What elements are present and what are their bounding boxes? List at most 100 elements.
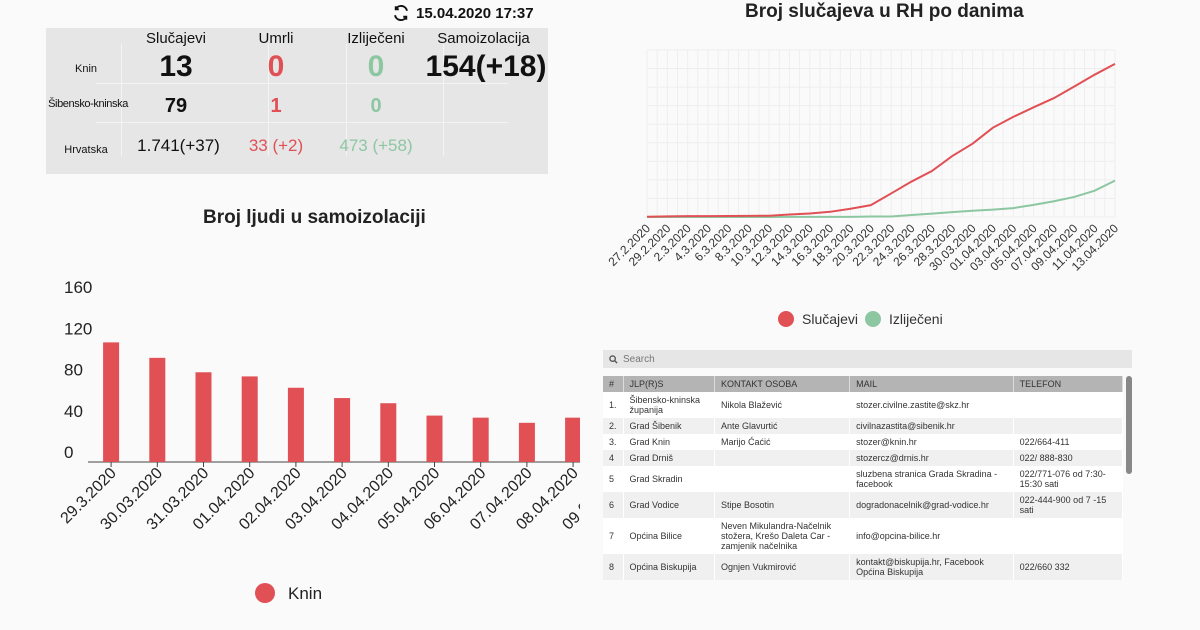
table-cell: 3.	[603, 434, 624, 450]
y-tick-label: 120	[64, 319, 92, 338]
table-row: 4 Grad Drniš stozercz@drnis.hr 022/ 888-830	[603, 450, 1124, 466]
table-cell: 8	[603, 554, 624, 580]
bar	[103, 342, 120, 462]
row-label-county: Šibensko-kninska	[48, 98, 128, 110]
table-row: 6 Grad Vodice Stipe Bosotin dogradonacelnik…	[603, 492, 1124, 518]
table-cell: Ante Glavurtić	[714, 418, 851, 434]
table-cell: 4	[603, 450, 624, 466]
table-cell	[714, 466, 851, 492]
knin-isolation: 154(+18)	[425, 50, 547, 83]
table-cell: 7	[603, 518, 624, 554]
table-cell: Šibensko-kninska županija	[623, 392, 716, 418]
table-cell: 022/771-076 od 7:30-15:30 sati	[1013, 466, 1124, 492]
table-cell: 022/660 332	[1013, 554, 1124, 580]
table-cell: Grad Šibenik	[623, 418, 716, 434]
update-timestamp: 15.04.2020 17:37	[416, 4, 534, 22]
table-row: 2. Grad Šibenik Ante Glavurtić civilnazasti…	[603, 418, 1124, 434]
table-cell: 2.	[603, 418, 624, 434]
bar	[518, 422, 535, 462]
row-label-knin: Knin	[74, 63, 98, 75]
series-line-recovered	[647, 179, 1116, 218]
table-cell: stozer.civilne.zastite@skz.hr	[849, 392, 1014, 418]
county-recovered: 0	[370, 95, 382, 117]
bar	[334, 398, 351, 462]
table-row: 5 Grad Skradin sluzbena stranica Grada Skr…	[603, 466, 1124, 492]
knin-recovered: 0	[367, 50, 385, 83]
table-cell: civilnazastita@sibenik.hr	[849, 418, 1014, 434]
table-cell: kontakt@biskupija.hr, Facebook Općina Bi…	[849, 554, 1014, 580]
bar	[380, 403, 397, 462]
y-tick-label: 80	[64, 361, 83, 380]
table-cell: 1.	[603, 392, 624, 418]
y-tick-label: 160	[64, 278, 92, 297]
table-cell: Općina Biskupija	[623, 554, 716, 580]
row-label-croatia: Hrvatska	[64, 144, 108, 156]
table-cell	[1013, 418, 1124, 434]
table-row: 8 Općina Biskupija Ognjen Vukmirović kontak…	[603, 554, 1124, 580]
bar	[472, 417, 489, 462]
column-header[interactable]: #	[603, 376, 624, 392]
table-row: 7 Općina Bilice Neven Mikulandra-Načelnik …	[603, 518, 1124, 554]
table-cell: dogradonacelnik@grad-vodice.hr	[849, 492, 1014, 518]
knin-cases: 13	[159, 50, 193, 83]
last-updated: 15.04.2020 17:37	[392, 4, 534, 22]
bar	[195, 372, 212, 462]
header-recovered: Izliječeni	[347, 30, 405, 47]
table-cell: Grad Drniš	[623, 450, 716, 466]
isolation-bar-chart: 0408012016029.3.202030.03.202031.03.2020…	[58, 278, 580, 603]
refresh-icon[interactable]	[392, 4, 410, 22]
table-cell: Ognjen Vukmirović	[714, 554, 851, 580]
legend-marker-cases	[778, 311, 794, 327]
legend-marker-knin	[255, 583, 275, 603]
legend-marker-recovered	[865, 311, 881, 327]
table-cell: 022/664-411	[1013, 434, 1124, 450]
county-cases: 79	[164, 95, 188, 117]
column-header[interactable]: KONTAKT OSOBA	[714, 376, 851, 392]
column-header[interactable]: JLP(R)S	[623, 376, 716, 392]
cases-line-chart: 27.2.202029.2.20202.3.20204.3.20206.3.20…	[605, 49, 1121, 327]
header-isolation: Samoizolacija	[437, 30, 530, 47]
table-cell: 5	[603, 466, 624, 492]
bar	[287, 387, 304, 462]
column-header[interactable]: MAIL	[849, 376, 1014, 392]
table-cell: sluzbena stranica Grada Skradina - faceb…	[849, 466, 1014, 492]
table-scrollbar[interactable]	[1126, 376, 1132, 474]
y-tick-label: 0	[64, 443, 73, 462]
county-deaths: 1	[270, 95, 282, 117]
y-tick-label: 40	[64, 402, 83, 421]
croatia-cases: 1.741(+37)	[137, 136, 220, 155]
table-cell: Grad Skradin	[623, 466, 716, 492]
series-line-cases	[646, 63, 1116, 218]
table-cell: Grad Vodice	[623, 492, 716, 518]
legend-label-knin: Knin	[288, 584, 322, 603]
table-cell: Neven Mikulandra-Načelnik stožera, Krešo…	[714, 518, 851, 554]
table-cell	[1013, 392, 1124, 418]
table-cell: stozer@knin.hr	[849, 434, 1014, 450]
bar	[426, 415, 443, 462]
header-cases: Slučajevi	[145, 30, 207, 47]
table-cell: 6	[603, 492, 624, 518]
table-cell: info@opcina-bilice.hr	[849, 518, 1014, 554]
line-chart-title: Broj slučajeva u RH po danima	[745, 1, 1024, 22]
contacts-table: # JLP(R)S KONTAKT OSOBA MAIL TELEFON 1. Šibens…	[603, 376, 1124, 580]
table-cell: Stipe Bosotin	[714, 492, 851, 518]
table-row: 1. Šibensko-kninska županija Nikola Blažev…	[603, 392, 1124, 418]
search-icon	[609, 354, 618, 364]
table-cell: 022-444-900 od 7 -15 sati	[1013, 492, 1124, 518]
table-cell	[714, 450, 851, 466]
search-placeholder: Search	[623, 353, 655, 365]
bar-chart-title: Broj ljudi u samoizolaciji	[203, 207, 426, 228]
bar	[565, 417, 580, 462]
legend-label-recovered: Izliječeni	[889, 311, 943, 327]
table-row: 3. Grad Knin Marijo Ćaćić stozer@knin.hr 022…	[603, 434, 1124, 450]
stats-panel: Slučajevi Umrli Izliječeni Samoizolacija…	[46, 28, 548, 174]
croatia-deaths: 33 (+2)	[248, 136, 304, 155]
table-cell: 022/ 888-830	[1013, 450, 1124, 466]
table-cell	[1013, 518, 1124, 554]
bar	[149, 357, 166, 462]
table-search-input[interactable]: Search	[603, 350, 1132, 368]
contacts-table-wrapper: # JLP(R)S KONTAKT OSOBA MAIL TELEFON 1. Šibens…	[603, 376, 1133, 604]
column-header[interactable]: TELEFON	[1013, 376, 1124, 392]
header-deaths: Umrli	[258, 30, 294, 47]
bar	[241, 376, 258, 462]
